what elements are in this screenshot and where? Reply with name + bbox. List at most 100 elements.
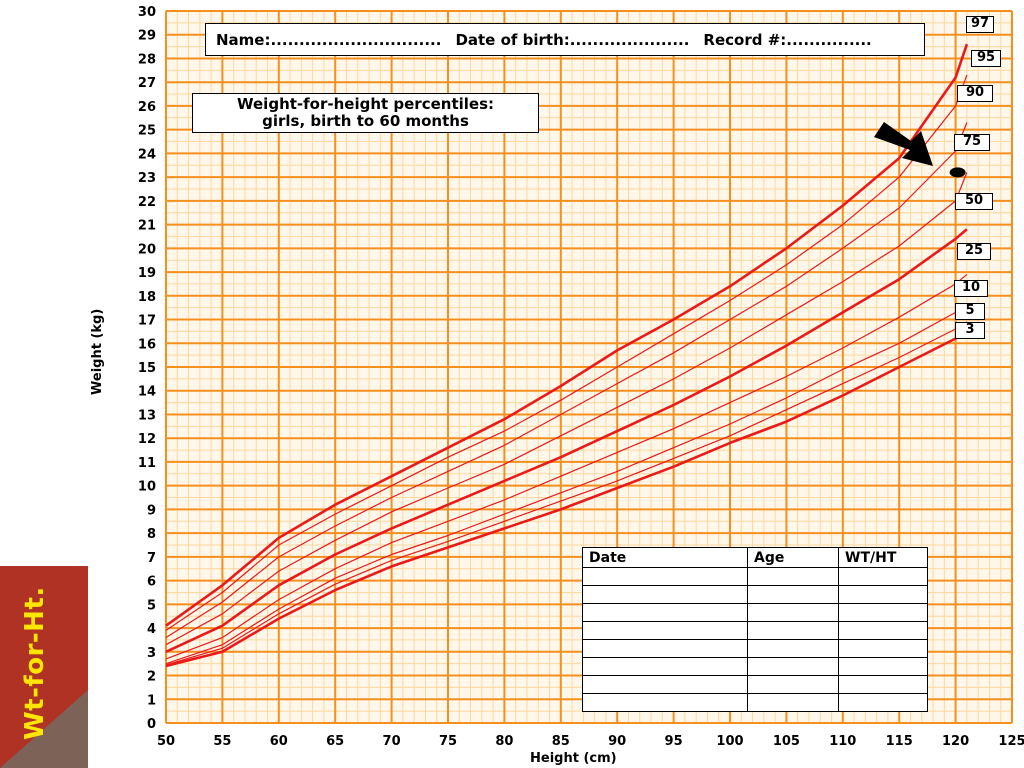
y-tick-label: 14 bbox=[138, 385, 156, 400]
y-tick-label: 17 bbox=[138, 314, 156, 329]
x-tick-label: 75 bbox=[439, 734, 457, 749]
record-table-cell[interactable] bbox=[838, 639, 928, 658]
percentile-tag-95: 95 bbox=[971, 50, 1001, 67]
y-tick-label: 20 bbox=[138, 242, 156, 257]
percentile-tag-75: 75 bbox=[954, 134, 990, 151]
series-line-p90 bbox=[165, 122, 968, 639]
y-tick-label: 22 bbox=[138, 195, 156, 210]
y-tick-label: 8 bbox=[147, 527, 156, 542]
record-table-cell[interactable] bbox=[582, 621, 748, 640]
name-field-label: Name:.............................. bbox=[216, 30, 442, 49]
record-table-row bbox=[582, 621, 928, 640]
record-table-cell[interactable] bbox=[838, 567, 928, 586]
y-tick-label: 0 bbox=[147, 717, 156, 732]
record-table-cell[interactable] bbox=[582, 567, 748, 586]
chart-title-box: Weight-for-height percentiles: girls, bi… bbox=[192, 93, 539, 133]
y-tick-label: 28 bbox=[138, 52, 156, 67]
record-table-cell[interactable] bbox=[582, 657, 748, 676]
series-line-p95 bbox=[165, 74, 968, 631]
x-tick-label: 70 bbox=[383, 734, 401, 749]
y-tick-label: 9 bbox=[147, 503, 156, 518]
record-table-cell[interactable] bbox=[582, 639, 748, 658]
y-tick-label: 29 bbox=[138, 29, 156, 44]
y-tick-label: 30 bbox=[138, 5, 156, 20]
record-table-cell[interactable] bbox=[838, 675, 928, 694]
marked-data-point bbox=[949, 167, 966, 178]
record-table-cell[interactable] bbox=[747, 657, 839, 676]
record-table-row bbox=[582, 603, 928, 622]
y-tick-label: 21 bbox=[138, 219, 156, 234]
x-tick-label: 105 bbox=[773, 734, 800, 749]
record-table-cell[interactable] bbox=[747, 621, 839, 640]
record-table-cell[interactable] bbox=[747, 585, 839, 604]
x-tick-label: 65 bbox=[326, 734, 344, 749]
wt-ht-column-header: WT/HT bbox=[838, 547, 928, 568]
percentile-tag-97: 97 bbox=[966, 16, 994, 33]
y-tick-label: 12 bbox=[138, 432, 156, 447]
y-tick-label: 6 bbox=[147, 575, 156, 590]
dob-field-label: Date of birth:..................... bbox=[455, 30, 690, 49]
percentile-tag-3: 3 bbox=[955, 322, 985, 339]
y-tick-label: 19 bbox=[138, 266, 156, 281]
y-tick-label: 11 bbox=[138, 456, 156, 471]
record-table-cell[interactable] bbox=[582, 675, 748, 694]
date-column-header: Date bbox=[582, 547, 748, 568]
record-table-row bbox=[582, 693, 928, 712]
series-line-p10 bbox=[165, 304, 968, 665]
percentile-tag-10: 10 bbox=[954, 280, 988, 297]
y-tick-label: 23 bbox=[138, 171, 156, 186]
record-table-cell[interactable] bbox=[582, 603, 748, 622]
y-tick-label: 10 bbox=[138, 480, 156, 495]
x-tick-label: 85 bbox=[552, 734, 570, 749]
y-tick-label: 18 bbox=[138, 290, 156, 305]
percentile-tag-90: 90 bbox=[957, 85, 993, 102]
tick-layer: 50 55 60 65 70 75 80 85 90 95 100 105 110 115 120 12501… bbox=[138, 5, 1024, 749]
record-table-cell[interactable] bbox=[582, 693, 748, 712]
y-tick-label: 2 bbox=[147, 670, 156, 685]
y-tick-label: 25 bbox=[138, 124, 156, 139]
x-tick-label: 125 bbox=[998, 734, 1024, 749]
y-tick-label: 16 bbox=[138, 337, 156, 352]
record-table-row bbox=[582, 657, 928, 676]
record-table-cell[interactable] bbox=[838, 621, 928, 640]
x-axis-label: Height (cm) bbox=[530, 751, 617, 766]
chart-title-line-2: girls, birth to 60 months bbox=[262, 112, 469, 130]
series-layer bbox=[165, 43, 969, 668]
series-line-p25 bbox=[165, 273, 968, 660]
x-tick-label: 95 bbox=[665, 734, 683, 749]
record-table-cell[interactable] bbox=[838, 603, 928, 622]
y-tick-label: 24 bbox=[138, 147, 156, 162]
y-axis-label: Weight (kg) bbox=[90, 308, 105, 395]
record-table-cell[interactable] bbox=[747, 567, 839, 586]
percentile-tag-50: 50 bbox=[955, 193, 993, 210]
record-table-cell[interactable] bbox=[838, 693, 928, 712]
record-table-cell[interactable] bbox=[747, 603, 839, 622]
record-table-row bbox=[582, 639, 928, 658]
y-tick-label: 7 bbox=[147, 551, 156, 566]
marker-layer bbox=[874, 122, 966, 178]
record-table-cell[interactable] bbox=[747, 675, 839, 694]
patient-header: Name:.............................. Date… bbox=[205, 23, 925, 56]
record-table-header-row: Date Age WT/HT bbox=[582, 547, 928, 568]
x-tick-label: 50 bbox=[157, 734, 175, 749]
y-tick-label: 26 bbox=[138, 100, 156, 115]
series-line-p75 bbox=[165, 172, 968, 646]
age-column-header: Age bbox=[747, 547, 839, 568]
y-tick-label: 4 bbox=[147, 622, 156, 637]
y-tick-label: 1 bbox=[147, 693, 156, 708]
record-table-cell[interactable] bbox=[838, 657, 928, 676]
chart-title-line-1: Weight-for-height percentiles: bbox=[237, 95, 494, 113]
x-tick-label: 80 bbox=[495, 734, 513, 749]
pointer-arrow bbox=[874, 122, 933, 166]
y-tick-label: 15 bbox=[138, 361, 156, 376]
percentile-tag-25: 25 bbox=[957, 243, 991, 260]
record-table-cell[interactable] bbox=[838, 585, 928, 604]
record-table-cell[interactable] bbox=[582, 585, 748, 604]
record-table-cell[interactable] bbox=[747, 693, 839, 712]
x-tick-label: 120 bbox=[942, 734, 969, 749]
x-tick-label: 60 bbox=[270, 734, 288, 749]
record-table-row bbox=[582, 585, 928, 604]
record-table-cell[interactable] bbox=[747, 639, 839, 658]
y-tick-label: 5 bbox=[147, 598, 156, 613]
